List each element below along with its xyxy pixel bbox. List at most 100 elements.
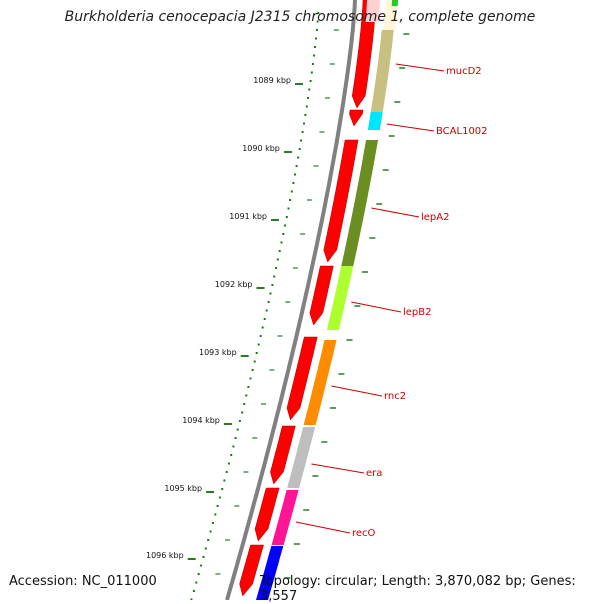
leader-line bbox=[351, 301, 402, 313]
cds-arrow bbox=[286, 336, 318, 421]
gc-dot bbox=[204, 547, 207, 550]
cds-arrow bbox=[270, 425, 296, 485]
gene-bar bbox=[370, 30, 394, 112]
gc-dot bbox=[309, 80, 312, 82]
gc-dot bbox=[269, 292, 272, 295]
gc-dot bbox=[265, 309, 268, 312]
gc-dot bbox=[225, 471, 228, 473]
kbp-label: 1089 kbp bbox=[253, 76, 291, 85]
gc-dot bbox=[207, 539, 210, 541]
gc-dot bbox=[243, 403, 246, 405]
gene-label-rnc2: rnc2 bbox=[384, 391, 406, 402]
gene-bar bbox=[341, 140, 379, 266]
backbone-line bbox=[225, 0, 357, 600]
cds-track bbox=[239, 0, 380, 597]
leader-line bbox=[311, 463, 365, 474]
gc-dot bbox=[289, 199, 292, 201]
gc-dot bbox=[236, 428, 239, 431]
gc-dot bbox=[195, 581, 198, 584]
cds-arrow bbox=[323, 139, 359, 263]
gc-dot bbox=[284, 224, 286, 227]
gc-dot bbox=[300, 139, 303, 142]
cds-arrow bbox=[309, 265, 334, 326]
gc-dot bbox=[232, 445, 235, 448]
gc-dot bbox=[285, 216, 288, 218]
gene-label-mucD2: mucD2 bbox=[446, 66, 482, 77]
gene-labels: mucD2 BCAL1002 lepA2 lepB2 rnc2 era recO bbox=[295, 63, 488, 539]
gc-dot bbox=[301, 131, 304, 133]
gene-bar bbox=[326, 266, 354, 330]
kbp-label: 1092 kbp bbox=[215, 280, 253, 289]
gene-faded-segment bbox=[383, 0, 398, 30]
gc-dot bbox=[297, 156, 300, 159]
kbp-scale: 1089 kbp 1090 kbp 1091 kbp 1092 kbp 1093 kbp… bbox=[146, 76, 303, 560]
gc-dot bbox=[313, 54, 315, 57]
gc-dot bbox=[218, 496, 221, 499]
gc-dot bbox=[295, 165, 298, 167]
gc-dot bbox=[294, 173, 296, 176]
gc-dot bbox=[211, 522, 214, 524]
gene-bar bbox=[256, 546, 284, 600]
gc-dot bbox=[271, 284, 274, 286]
gc-dot bbox=[308, 88, 311, 91]
inner-tick-marks bbox=[284, 33, 410, 579]
gc-dot bbox=[241, 411, 244, 414]
gc-dot bbox=[261, 326, 264, 329]
gc-dot bbox=[249, 377, 252, 380]
gc-dot bbox=[304, 114, 307, 116]
gc-dot bbox=[276, 258, 279, 261]
gc-dot bbox=[280, 241, 283, 244]
backbone-arc bbox=[225, 0, 357, 600]
gc-dot bbox=[314, 46, 316, 48]
kbp-label: 1093 kbp bbox=[199, 348, 237, 357]
gc-dot bbox=[305, 105, 308, 108]
gc-dot bbox=[273, 275, 276, 278]
gc-dot bbox=[253, 360, 256, 363]
gc-dot bbox=[278, 250, 281, 252]
leader-line bbox=[371, 207, 420, 218]
cds-arrow bbox=[349, 109, 364, 127]
leader-line bbox=[295, 521, 351, 534]
gene-label-recO: recO bbox=[352, 528, 376, 539]
gc-dot bbox=[263, 318, 266, 320]
gc-dot bbox=[307, 97, 310, 99]
cds-faded-segment bbox=[365, 0, 380, 22]
gc-dot bbox=[192, 590, 195, 592]
kbp-label: 1090 kbp bbox=[242, 144, 280, 153]
gene-label-BCAL1002: BCAL1002 bbox=[436, 126, 488, 137]
leader-line bbox=[386, 123, 435, 132]
map-title: Burkholderia cenocepacia J2315 chromosom… bbox=[64, 9, 536, 25]
gene-label-lepA2: lepA2 bbox=[421, 212, 449, 223]
leader-line bbox=[331, 385, 383, 397]
gc-dot bbox=[190, 598, 193, 600]
gc-dot bbox=[230, 454, 233, 456]
gc-dot bbox=[316, 20, 319, 23]
kbp-label: 1096 kbp bbox=[146, 551, 184, 560]
gc-dot bbox=[223, 479, 226, 482]
gc-dot bbox=[315, 29, 318, 31]
gc-dot bbox=[251, 369, 254, 371]
gene-bar bbox=[367, 112, 383, 130]
gene-label-lepB2: lepB2 bbox=[403, 307, 432, 318]
gc-dot bbox=[216, 505, 219, 507]
gene-bar bbox=[271, 490, 299, 545]
gc-dot bbox=[290, 190, 293, 193]
gc-dot bbox=[310, 71, 313, 74]
gene-green-segment bbox=[391, 0, 398, 6]
gc-dot bbox=[315, 37, 317, 40]
gc-dot bbox=[245, 394, 248, 397]
gc-dot bbox=[275, 267, 278, 269]
gene-bar bbox=[303, 340, 337, 425]
gc-dot bbox=[311, 63, 314, 65]
gc-dot bbox=[214, 513, 217, 516]
gc-dot bbox=[197, 573, 200, 575]
gc-skew-dots bbox=[190, 12, 320, 600]
gc-dot bbox=[282, 233, 285, 235]
gc-dot bbox=[287, 207, 290, 210]
leader-line bbox=[395, 63, 445, 72]
gene-bar bbox=[287, 427, 316, 488]
gc-dot bbox=[202, 556, 205, 558]
gc-dot bbox=[317, 12, 320, 14]
gc-dot bbox=[292, 182, 295, 184]
